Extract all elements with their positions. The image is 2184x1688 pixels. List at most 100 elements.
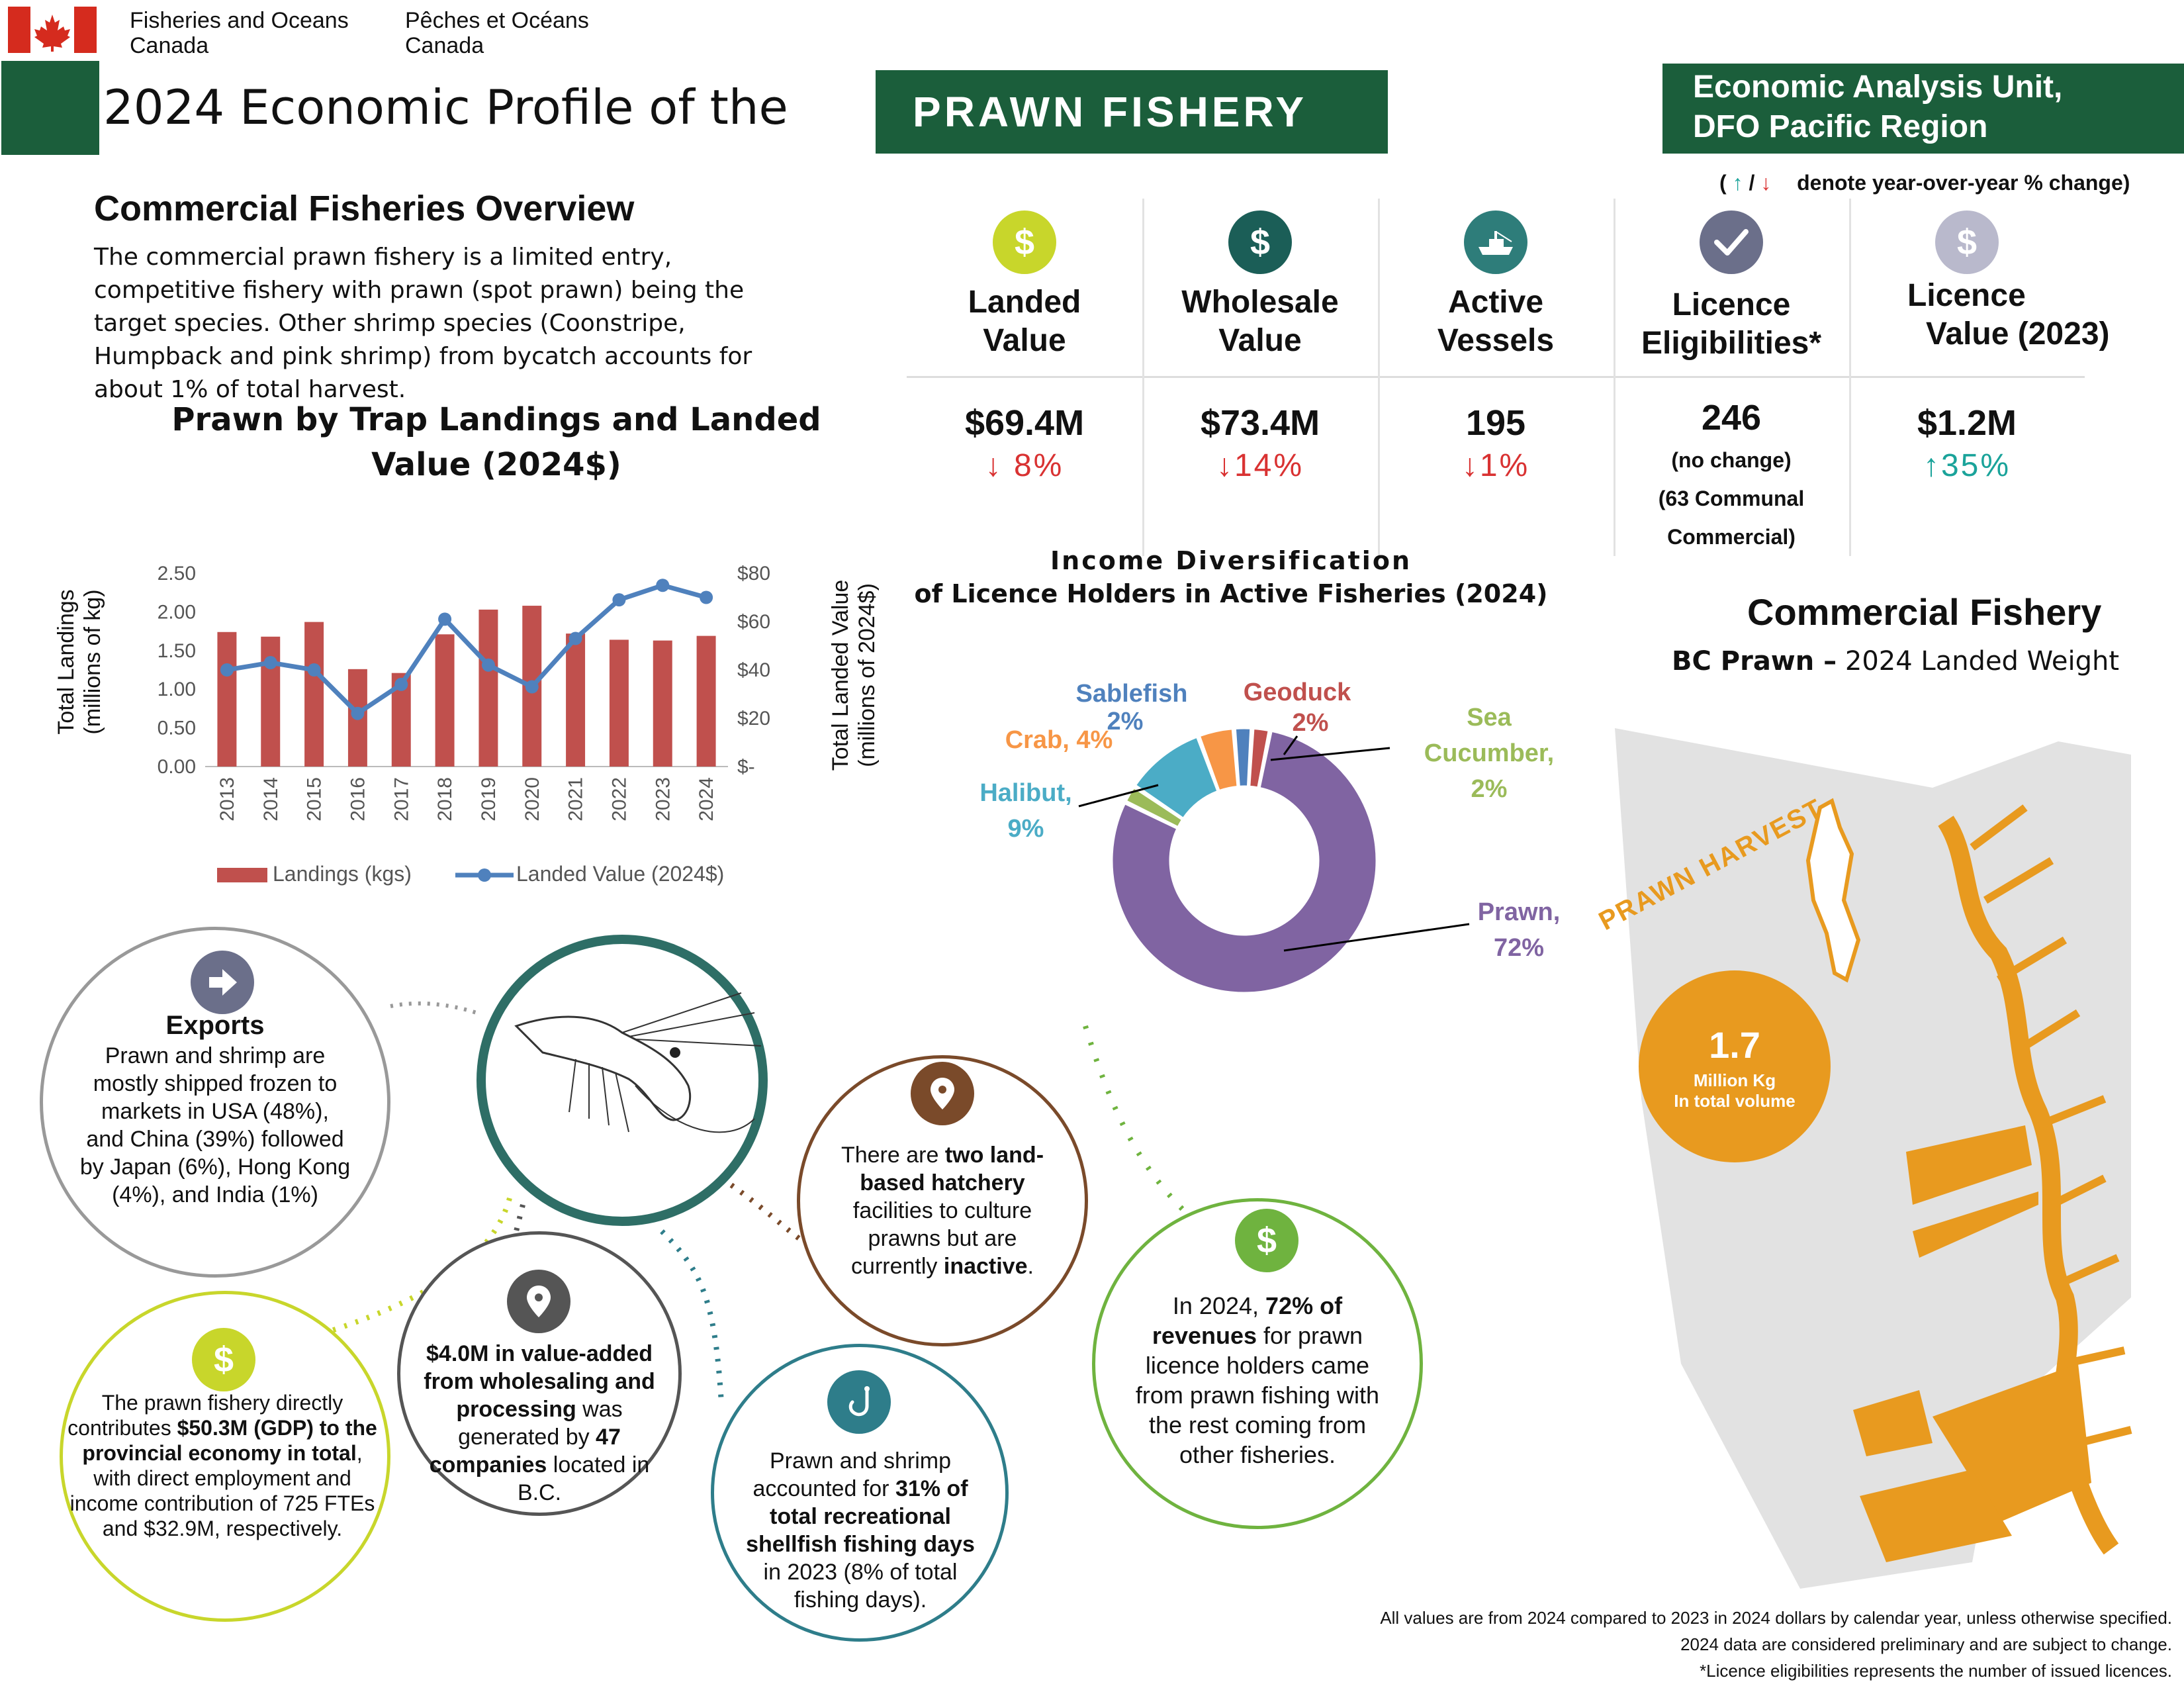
dollar-icon: $ — [192, 1328, 255, 1391]
kpi-vline-2 — [1378, 199, 1380, 556]
arrow-right-icon — [191, 951, 254, 1014]
kpi-licence-eligibilities-figures: 246 (no change) (63 Communal Commercial) — [1614, 397, 1849, 556]
x-tick-label: 2017 — [390, 777, 412, 821]
dept-name-en: Fisheries and Oceans Canada — [130, 8, 349, 58]
right-axis-label-line2: (millions of 2024$) — [854, 583, 880, 767]
left-axis-label: Total Landings (millions of kg) — [53, 516, 106, 808]
checkmark-icon — [1700, 211, 1763, 274]
x-tick-label: 2018 — [434, 777, 456, 821]
sea-cucumber-pct-label: 2% — [1471, 775, 1508, 803]
value-added-bold1: $4.0M in value-added from wholesaling an… — [424, 1341, 655, 1422]
volume-value: 1.7 — [1709, 1024, 1760, 1066]
landed-value-point — [220, 663, 234, 677]
hatchery-mid: facilities to culture prawns but are cur… — [851, 1198, 1032, 1279]
donut-slice — [1124, 786, 1184, 829]
kpi-divider-line — [907, 376, 2085, 378]
kpi-value: $69.4M — [964, 403, 1085, 443]
kpi-change: (no change) — [1671, 448, 1792, 472]
kpi-title-line2: Value — [1218, 323, 1302, 358]
recreational-text: Prawn and shrimp accounted for 31% of to… — [735, 1447, 986, 1614]
gdp-text-post: , with direct employment and income cont… — [69, 1441, 375, 1540]
value-added-text: $4.0M in value-added from wholesaling an… — [410, 1340, 668, 1507]
recreational-pre: Prawn and shrimp accounted for — [752, 1448, 951, 1501]
landed-value-point — [263, 656, 277, 670]
boat-icon — [1464, 211, 1527, 274]
hatchery-text: There are two land-based hatchery facili… — [823, 1141, 1062, 1280]
hatchery-bold: two land-based hatchery — [860, 1143, 1044, 1196]
revenue-text: In 2024, 72% of revenues for prawn licen… — [1118, 1291, 1396, 1470]
footnote-line2: 2024 data are considered preliminary and… — [1680, 1634, 2172, 1654]
unit-banner: Economic Analysis Unit, DFO Pacific Regi… — [1662, 64, 2184, 154]
halibut-pct-label: 9% — [1008, 815, 1044, 843]
donut-chart-title: Income Diversification of Licence Holder… — [913, 544, 1549, 610]
fishery-name-banner: PRAWN FISHERY — [876, 70, 1388, 154]
right-tick-label: $80 — [737, 563, 770, 585]
map-title: Commercial Fishery — [1747, 591, 2102, 633]
legend-value-marker — [478, 868, 491, 882]
kpi-title-line1: Licence — [1672, 287, 1791, 322]
legend-text: denote year-over-year % change) — [1797, 171, 2130, 195]
legend-sep: / — [1749, 171, 1755, 195]
kpi-active-vessels-figures: 195 ↓1% — [1378, 402, 1614, 484]
location-pin-icon — [911, 1062, 974, 1125]
legend-landings-swatch — [217, 868, 267, 882]
donut-slice — [1134, 735, 1219, 820]
landings-chart: 0.00 0.50 1.00 1.50 2.00 2.50 $- $20 $40 $60 $80 20… — [40, 549, 900, 894]
kpi-vline-4 — [1849, 199, 1851, 556]
hatchery-pre: There are — [841, 1143, 945, 1168]
right-axis-label-line1: Total Landed Value — [828, 579, 853, 771]
volume-unit-line2: In total volume — [1674, 1091, 1796, 1111]
left-tick-label: 1.50 — [158, 640, 196, 662]
dept-name-fr: Pêches et Océans Canada — [405, 8, 589, 58]
gdp-text-pre: The prawn fishery directly contributes — [68, 1391, 343, 1440]
gdp-text: The prawn fishery directly contributes $… — [64, 1390, 381, 1541]
landed-value-point — [438, 612, 452, 626]
dollar-icon: $ — [1228, 211, 1292, 274]
landings-bar — [304, 622, 324, 767]
footnote-line3: *Licence eligibilities represents the nu… — [1700, 1661, 2172, 1681]
sea-cucumber-label-line1: Sea — [1467, 704, 1512, 731]
landed-value-point — [525, 680, 539, 694]
landed-value-point — [351, 706, 365, 720]
left-axis-label-line1: Total Landings — [54, 589, 79, 735]
gdp-text-bold: $50.3M (GDP) to the provincial economy i… — [82, 1416, 377, 1465]
dollar-icon: $ — [993, 211, 1056, 274]
sea-cucumber-leader-line — [1270, 747, 1390, 761]
kpi-title-line1: Landed — [968, 285, 1081, 320]
change-legend: ( ↑ / ↓ denote year-over-year % change) — [1719, 171, 2130, 195]
sea-cucumber-label-line2: Cucumber, — [1424, 739, 1554, 767]
fish-hook-icon — [827, 1370, 891, 1434]
landed-value-point — [481, 658, 495, 672]
location-pin-icon — [507, 1270, 570, 1333]
dollar-icon: $ — [1235, 1209, 1298, 1272]
value-added-post: located in B.C. — [517, 1452, 650, 1505]
hatchery-bold2: inactive — [943, 1254, 1028, 1279]
kpi-title-line1: Wholesale — [1181, 285, 1339, 320]
x-tick-label: 2023 — [652, 777, 674, 821]
kpi-active-vessels: Active Vessels — [1378, 283, 1614, 360]
left-tick-label: 0.00 — [158, 756, 196, 778]
kpi-strip — [907, 199, 2085, 563]
kpi-landed-value-figures: $69.4M ↓ 8% — [907, 402, 1142, 484]
exports-title: Exports — [165, 1011, 265, 1040]
map-subtitle-rest: 2024 Landed Weight — [1844, 646, 2120, 677]
x-tick-label: 2021 — [565, 777, 587, 821]
recreational-post: in 2023 (8% of total fishing days). — [763, 1560, 958, 1613]
canada-flag-icon — [8, 7, 97, 53]
overview-text: The commercial prawn fishery is a limite… — [94, 244, 752, 403]
sablefish-label: Sablefish — [1076, 680, 1188, 708]
sablefish-pct-label: 2% — [1107, 708, 1144, 735]
legend-down-arrow: ↓ — [1760, 171, 1772, 195]
right-tick-label: $60 — [737, 611, 770, 633]
crab-label: Crab, 4% — [1005, 726, 1113, 754]
landed-value-point — [307, 663, 321, 677]
left-tick-label: 1.00 — [158, 679, 196, 700]
kpi-change: ↓14% — [1216, 448, 1304, 483]
kpi-licence-eligibilities: Licence Eligibilities* — [1614, 286, 1849, 363]
left-axis-label-line2: (millions of kg) — [80, 589, 105, 735]
landed-value-point — [700, 590, 713, 604]
kpi-change: ↑35% — [1923, 448, 2011, 483]
left-tick-label: 2.50 — [158, 563, 196, 585]
page-title: 2024 Economic Profile of the — [103, 79, 788, 135]
